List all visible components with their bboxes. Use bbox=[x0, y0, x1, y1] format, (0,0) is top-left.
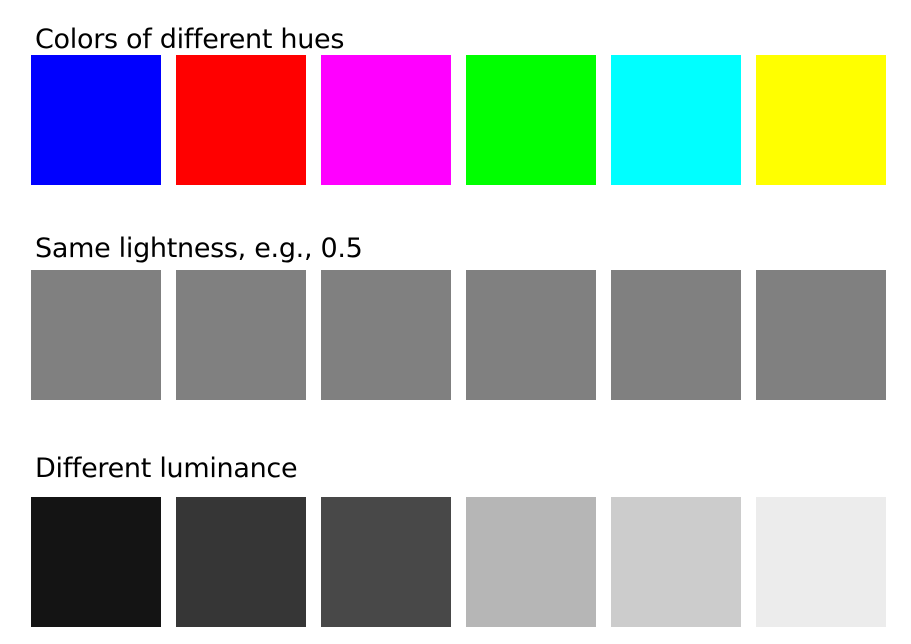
gray-swatch bbox=[466, 270, 596, 400]
section-title-luminance: Different luminance bbox=[35, 453, 298, 484]
red-swatch bbox=[176, 55, 306, 185]
swatch-row-lightness bbox=[31, 270, 886, 400]
blue-swatch bbox=[31, 55, 161, 185]
near-black-swatch bbox=[31, 497, 161, 627]
medium-dark-gray-swatch bbox=[321, 497, 451, 627]
cyan-swatch bbox=[611, 55, 741, 185]
swatch-row-hues bbox=[31, 55, 886, 185]
section-title-hues: Colors of different hues bbox=[35, 24, 345, 55]
swatch-row-luminance bbox=[31, 497, 886, 627]
gray-swatch bbox=[31, 270, 161, 400]
green-swatch bbox=[466, 55, 596, 185]
gray-swatch bbox=[321, 270, 451, 400]
dark-gray-swatch bbox=[176, 497, 306, 627]
yellow-swatch bbox=[756, 55, 886, 185]
light-gray-swatch bbox=[611, 497, 741, 627]
near-white-swatch bbox=[756, 497, 886, 627]
section-title-lightness: Same lightness, e.g., 0.5 bbox=[35, 233, 363, 264]
gray-swatch bbox=[756, 270, 886, 400]
medium-light-gray-swatch bbox=[466, 497, 596, 627]
gray-swatch bbox=[176, 270, 306, 400]
magenta-swatch bbox=[321, 55, 451, 185]
gray-swatch bbox=[611, 270, 741, 400]
